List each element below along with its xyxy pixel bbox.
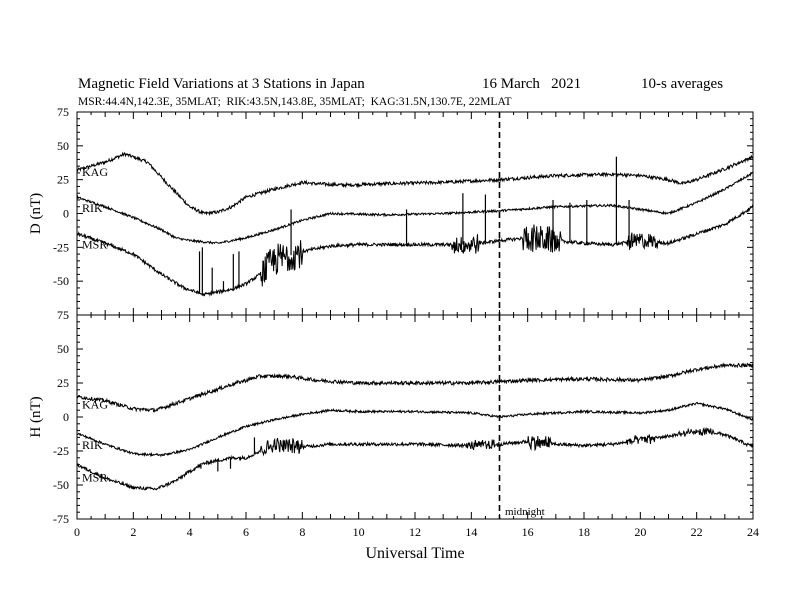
series-line-msr <box>76 204 754 297</box>
x-tick-label: 14 <box>465 525 477 539</box>
y-tick-label: 25 <box>57 173 69 187</box>
station-subtitle: MSR:44.4N,142.3E, 35MLAT; RIK:43.5N,143.… <box>78 96 512 108</box>
x-tick-label: 4 <box>187 525 193 539</box>
y-tick-label: -75 <box>53 512 69 526</box>
series-line-kag <box>76 151 754 217</box>
x-tick-label: 12 <box>409 525 421 539</box>
y-tick-label: -25 <box>53 444 69 458</box>
x-tick-label: 10 <box>353 525 365 539</box>
y-tick-label: 50 <box>57 139 69 153</box>
y-tick-label: 75 <box>57 308 69 322</box>
y-tick-label: -50 <box>53 478 69 492</box>
midnight-label: midnight <box>505 506 545 518</box>
series-line-rik <box>76 401 754 458</box>
y-tick-label: 25 <box>57 376 69 390</box>
y-tick-label: -50 <box>53 274 69 288</box>
series-label-msr: MSR <box>82 470 107 484</box>
series-label-kag: KAG <box>82 165 108 179</box>
x-tick-label: 22 <box>691 525 703 539</box>
series-line-msr <box>76 426 754 491</box>
x-axis-label: Universal Time <box>365 545 464 562</box>
chart-averaging: 10-s averages <box>641 76 723 92</box>
chart-title: Magnetic Field Variations at 3 Stations … <box>78 76 365 92</box>
series-label-rik: RIK <box>82 438 103 452</box>
series-label-kag: KAG <box>82 398 108 412</box>
x-tick-label: 20 <box>634 525 646 539</box>
series-line-rik <box>76 171 754 245</box>
series-label-rik: RIK <box>82 201 103 215</box>
y-tick-label: 0 <box>63 410 69 424</box>
y-axis-label: D (nT) <box>28 193 44 234</box>
y-tick-label: 75 <box>57 105 69 119</box>
chart-date: 16 March 2021 <box>482 76 581 92</box>
h-panel-frame <box>76 314 754 520</box>
x-tick-label: 18 <box>578 525 590 539</box>
y-tick-label: 0 <box>63 207 69 221</box>
x-tick-label: 8 <box>299 525 305 539</box>
d-panel: -50 -25 0 25 50 75 D (nT) KAG RIK MSR <box>28 105 754 316</box>
x-tick-label: 6 <box>243 525 249 539</box>
x-tick-label: 0 <box>74 525 80 539</box>
y-axis-label: H (nT) <box>28 396 44 437</box>
series-label-msr: MSR <box>82 238 107 252</box>
y-tick-label: -25 <box>53 240 69 254</box>
x-tick-label: 16 <box>522 525 534 539</box>
series-line-kag <box>77 362 754 413</box>
x-tick-label: 24 <box>747 525 759 539</box>
x-tick-label: 2 <box>130 525 136 539</box>
y-tick-label: 50 <box>57 342 69 356</box>
